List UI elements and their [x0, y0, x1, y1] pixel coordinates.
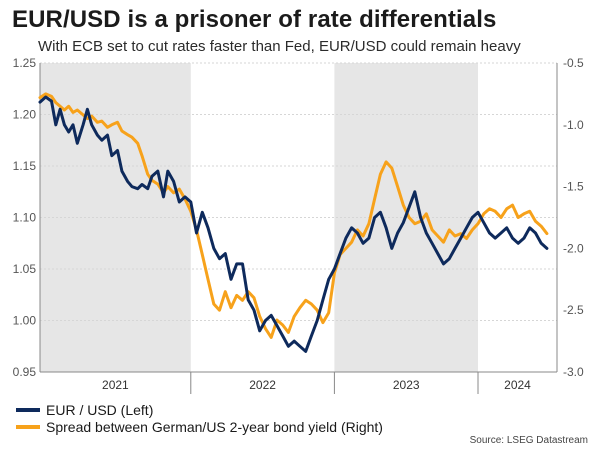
y-left-tick-label: 1.20 — [13, 108, 37, 122]
y-right-tick-label: -2.0 — [563, 241, 584, 255]
y-left-tick-label: 1.00 — [13, 314, 37, 328]
y-right-tick-label: -2.5 — [563, 303, 584, 317]
chart-title: EUR/USD is a prisoner of rate differenti… — [12, 6, 497, 33]
y-left-tick-label: 1.25 — [13, 56, 37, 70]
y-left-tick-label: 1.05 — [13, 262, 37, 276]
x-tick-label: 2021 — [102, 378, 129, 392]
x-tick-label: 2024 — [504, 378, 531, 392]
y-right-tick-label: -3.0 — [563, 365, 584, 379]
legend-item-eurusd: EUR / USD (Left) — [16, 401, 383, 418]
y-left-tick-label: 1.10 — [13, 211, 37, 225]
legend-label-spread: Spread between German/US 2-year bond yie… — [46, 418, 383, 435]
chart-subtitle: With ECB set to cut rates faster than Fe… — [38, 38, 521, 55]
source-note: Source: LSEG Datastream — [469, 435, 588, 446]
y-right-tick-label: -1.0 — [563, 118, 584, 132]
y-left-tick-label: 1.15 — [13, 159, 37, 173]
legend-swatch-eurusd — [16, 407, 40, 412]
y-left-tick-label: 0.95 — [13, 365, 37, 379]
legend-label-eurusd: EUR / USD (Left) — [46, 401, 154, 418]
x-tick-label: 2023 — [393, 378, 420, 392]
x-tick-label: 2022 — [249, 378, 276, 392]
legend-swatch-spread — [16, 424, 40, 429]
y-right-tick-label: -0.5 — [563, 56, 584, 70]
legend-item-spread: Spread between German/US 2-year bond yie… — [16, 418, 383, 435]
series-line-eurusd — [38, 95, 549, 353]
y-right-tick-label: -1.5 — [563, 180, 584, 194]
series-line-spread — [38, 92, 549, 339]
chart-legend: EUR / USD (Left) Spread between German/U… — [16, 401, 383, 435]
